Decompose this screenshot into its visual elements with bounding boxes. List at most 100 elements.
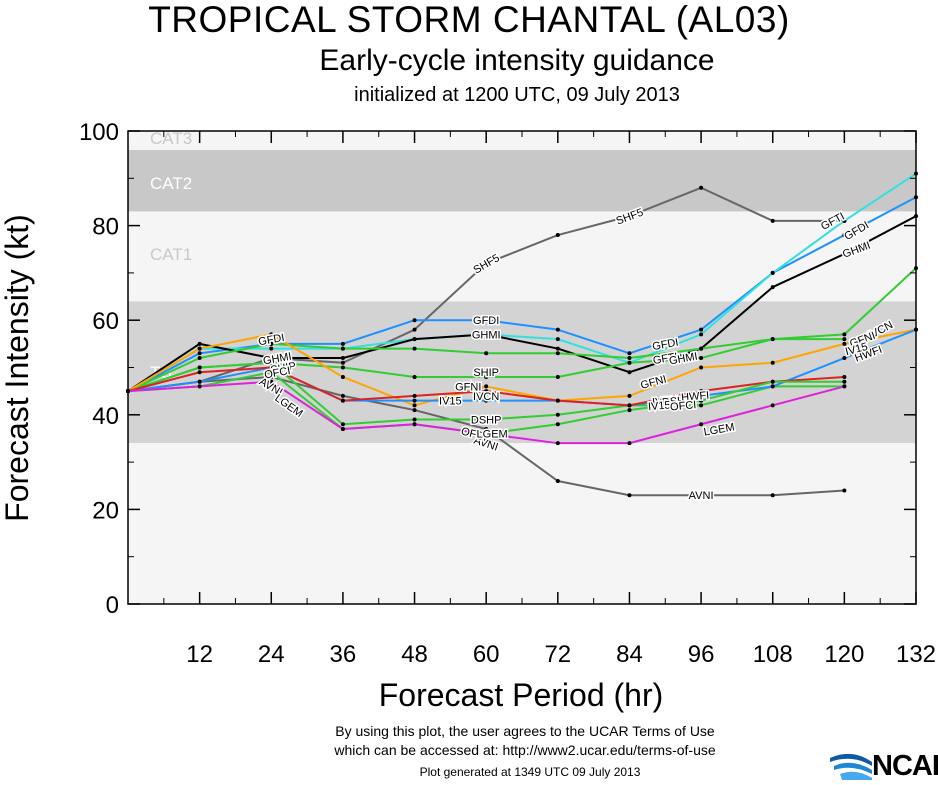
y-tick-label: 80	[92, 214, 119, 241]
x-axis-title: Forecast Period (hr)	[379, 677, 664, 713]
y-tick-label: 40	[92, 403, 119, 430]
x-tick-label: 108	[753, 641, 793, 668]
series-point-avni	[842, 488, 847, 493]
x-tick-label: 84	[616, 641, 643, 668]
series-point-lgem	[555, 441, 560, 446]
series-point-ivcn	[269, 341, 274, 346]
series-label-ghmi: GHMI	[472, 329, 501, 341]
series-point-dshp	[412, 417, 417, 422]
band-cat3	[128, 131, 916, 150]
series-point-gfdi	[197, 351, 202, 356]
series-point-avni	[340, 393, 345, 398]
series-point-lgem	[197, 384, 202, 389]
series-point-shf5	[484, 261, 489, 266]
series-point-lgem	[269, 379, 274, 384]
terms-url: which can be accessed at: http://www2.uc…	[334, 742, 716, 758]
series-point-gfti	[699, 332, 704, 337]
series-label-avni: AVNI	[689, 490, 714, 502]
ncar-logo-mark	[830, 753, 872, 780]
series-point-ghmi	[340, 356, 345, 361]
series-line-gfni	[127, 328, 917, 407]
series-point-ghmi	[412, 337, 417, 342]
axes: 12 24 36 48 60 72 84 96 108 120 132 0 20 40 60 80 100	[79, 119, 936, 668]
series-point-iv15	[269, 365, 274, 370]
series-point-shf5	[555, 233, 560, 238]
series-point-gfni	[269, 332, 274, 337]
series-point-hwfi	[842, 356, 847, 361]
x-tick-label: 120	[824, 641, 864, 668]
series-point-shf5	[699, 185, 704, 190]
band-cat1	[128, 211, 916, 302]
series-point-ghmi	[269, 356, 274, 361]
series-point-ship	[842, 337, 847, 342]
y-tick-label: 20	[92, 497, 119, 524]
series-point-gfdi	[627, 351, 632, 356]
x-tick-label: 96	[688, 641, 715, 668]
series-label-dshp: DSHP	[662, 394, 693, 409]
series-point-ivcn	[699, 346, 704, 351]
x-tick-label: 12	[186, 641, 213, 668]
series-point-ivcn	[340, 346, 345, 351]
x-tick-label: 48	[401, 641, 428, 668]
series-point-gfni	[699, 365, 704, 370]
chart-title: TROPICAL STORM CHANTAL (AL03)	[148, 0, 790, 40]
series-point-dshp	[699, 403, 704, 408]
series-point-ghmi	[770, 285, 775, 290]
series-point-avni	[699, 493, 704, 498]
band-label-cat1: CAT1	[150, 245, 192, 264]
series-point-gfni	[770, 360, 775, 365]
series-label-ivcn: IVCN	[652, 394, 679, 408]
series-point-gfdi	[842, 233, 847, 238]
series-point-ofci	[770, 379, 775, 384]
series-point-gfni	[484, 384, 489, 389]
series-point-avni	[484, 426, 489, 431]
series-point-ship	[699, 356, 704, 361]
series-point-ofci	[699, 398, 704, 403]
x-tick-label: 72	[544, 641, 571, 668]
series-point-iv15	[555, 398, 560, 403]
series-point-ivcn	[555, 351, 560, 356]
series-label-ship: SHIP	[473, 367, 499, 379]
series-line-gfti	[127, 172, 917, 393]
series-label-hwfi: HWFI	[681, 390, 710, 404]
series-point-dshp	[555, 412, 560, 417]
series-point-iv15	[484, 389, 489, 394]
series-label-gfdi: GFDI	[473, 315, 499, 327]
series-point-gfdi	[340, 341, 345, 346]
series-point-ivcn	[842, 332, 847, 337]
series-point-dshp	[484, 417, 489, 422]
x-tick-label: 132	[896, 641, 936, 668]
y-tick-label: 100	[79, 119, 119, 146]
series-point-ofci	[555, 422, 560, 427]
series-point-dshp	[340, 422, 345, 427]
series-line-ghmi	[127, 215, 917, 392]
series-point-hwfi	[412, 398, 417, 403]
series-point-gfdi	[412, 318, 417, 323]
band-label-cat3: CAT3	[150, 129, 192, 148]
x-tick-label: 36	[330, 641, 357, 668]
series-point-lgem	[340, 426, 345, 431]
series-point-ofci	[627, 408, 632, 413]
series-point-avni	[555, 479, 560, 484]
series-point-ivcn	[412, 346, 417, 351]
series-point-ghmi	[627, 370, 632, 375]
series-point-iv15	[842, 374, 847, 379]
series-label-iv15: IV15	[648, 399, 672, 413]
series-point-gfti	[842, 218, 847, 223]
series-point-avni	[770, 493, 775, 498]
series-point-ofci	[269, 370, 274, 375]
series-point-avni	[412, 408, 417, 413]
series-point-hwfi	[197, 379, 202, 384]
series-point-ofci	[842, 379, 847, 384]
series-point-ivcn	[197, 356, 202, 361]
ncar-logo: NCAR	[828, 748, 938, 782]
series-point-gfni	[340, 374, 345, 379]
series-point-lgem	[412, 422, 417, 427]
series-point-dshp	[269, 360, 274, 365]
y-tick-label: 0	[106, 592, 119, 619]
series-point-gfni	[197, 346, 202, 351]
series-point-gfdi	[699, 327, 704, 332]
chart-subtitle: Early-cycle intensity guidance	[319, 44, 715, 77]
series-lines	[126, 171, 918, 498]
